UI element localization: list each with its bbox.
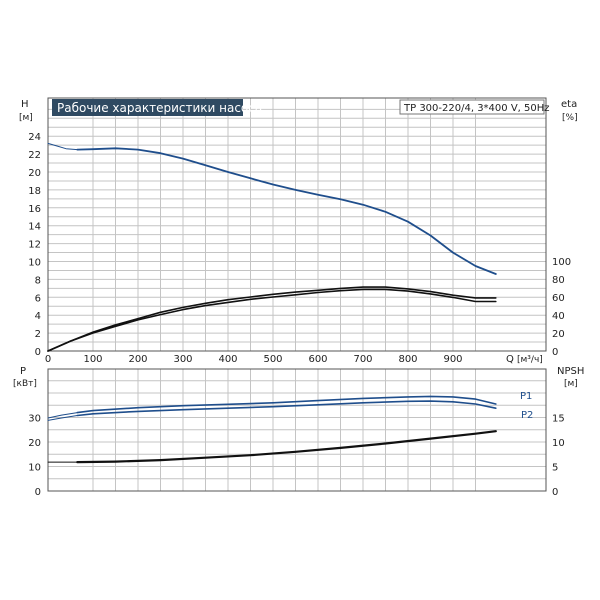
series-label-p1: P1 [520,391,532,402]
efficiency-curve-2 [47,286,497,352]
model-label: TP 300-220/4, 3*400 V, 50Hz [403,103,550,114]
x-tick-label: 0 [45,354,51,365]
h-tick-label: 18 [28,186,41,197]
power-curve-3 [47,415,78,421]
eta-tick-label: 20 [552,329,565,340]
npsh-tick-label: 0 [552,487,558,498]
x-tick-label: 200 [128,354,147,365]
chart-title-box [52,99,243,116]
eta-tick-label: 40 [552,311,565,322]
h-tick-label: 6 [35,293,41,304]
h-tick-label: 8 [35,275,41,286]
x-tick-label: 700 [353,354,372,365]
x-tick-label: 600 [308,354,327,365]
right-axis-name-eta: eta [561,99,577,110]
p-tick-label: 0 [35,487,41,498]
h-tick-label: 20 [28,168,41,179]
x-tick-label: 900 [443,354,462,365]
top-plot-frame [47,97,547,352]
series-label-p2: P2 [521,410,533,421]
x-axis-unit: [м³/ч] [517,355,543,365]
x-tick-label: 800 [398,354,417,365]
h-tick-label: 10 [28,258,41,269]
eta-tick-label: 60 [552,293,565,304]
left-axis-name-p: P [20,366,26,377]
bottom-panel: 0 10 20 30 0 5 10 15 P [кВт] NPSH [м] P1 P2 [13,366,584,498]
eta-tick-label: 80 [552,275,565,286]
bottom-tick-labels: 0 10 20 30 0 5 10 15 [28,414,564,499]
model-label-box [399,99,545,115]
right-axis-name-npsh: NPSH [557,366,584,377]
h-tick-label: 12 [28,240,41,251]
h-tick-label: 4 [35,311,41,322]
chart-title: Рабочие характеристики насоса [57,101,262,115]
npsh-tick-label: 10 [552,438,565,449]
head-curve-1 [47,142,78,151]
eta-tick-label: 100 [552,257,571,268]
head-curve-0 [76,147,497,275]
top-series-group [47,142,497,352]
x-tick-label: 100 [83,354,102,365]
x-tick-label: 400 [218,354,237,365]
x-axis-name-q: Q [506,354,514,365]
right-axis-unit-eta: [%] [562,113,578,123]
left-axis-name-h: H [21,99,29,110]
x-tick-label: 500 [263,354,282,365]
left-axis-unit-h: [м] [19,113,33,123]
npsh-tick-label: 15 [552,414,565,425]
x-tick-label: 300 [173,354,192,365]
top-panel: 0 100 200 300 400 500 600 700 800 900024681012141… [19,97,578,365]
top-tick-labels: 0 100 200 300 400 500 600 700 800 900024681012141… [28,132,571,365]
power-curve-P1 [76,395,497,414]
h-tick-label: 14 [28,222,41,233]
bottom-series-group [47,395,497,464]
left-axis-unit-p: [кВт] [13,379,37,389]
h-tick-label: 22 [28,150,41,161]
p-tick-label: 20 [28,438,41,449]
npsh-curve-4 [76,430,497,464]
efficiency-curve-3 [47,288,497,352]
h-tick-label: 24 [28,132,41,143]
h-tick-label: 0 [35,347,41,358]
npsh-tick-label: 5 [552,463,558,474]
eta-tick-label: 0 [552,347,558,358]
bottom-grid [48,369,546,491]
h-tick-label: 2 [35,329,41,340]
power-curve-1 [47,412,78,419]
h-tick-label: 16 [28,204,41,215]
right-axis-unit-npsh: [м] [564,379,578,389]
p-tick-label: 30 [28,414,41,425]
power-curve-P2 [76,400,497,417]
top-grid [48,98,546,351]
bottom-plot-frame [47,368,547,492]
p-tick-label: 10 [28,463,41,474]
